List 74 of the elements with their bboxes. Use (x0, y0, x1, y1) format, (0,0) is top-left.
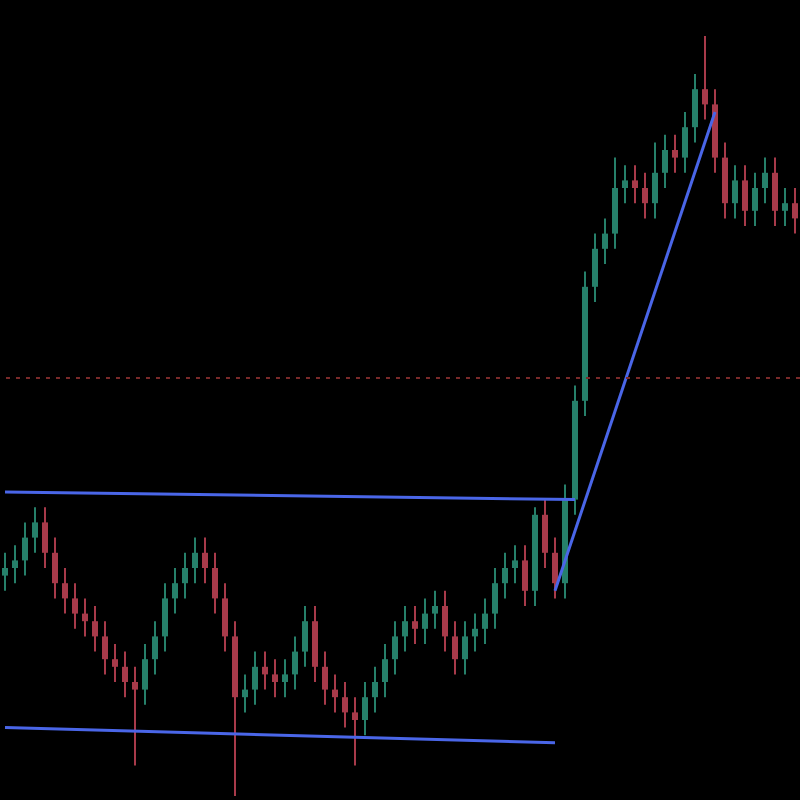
candlestick (652, 141, 658, 220)
candlestick (282, 658, 288, 699)
candlestick (72, 582, 78, 630)
candlestick (352, 696, 358, 767)
candlestick (342, 681, 348, 729)
candlestick (312, 605, 318, 683)
candlestick (682, 111, 688, 174)
candlestick (702, 35, 708, 121)
candlestick (442, 589, 448, 653)
candlestick (782, 187, 788, 227)
candlestick (272, 658, 278, 699)
candlestick (62, 567, 68, 615)
candlestick (372, 665, 378, 714)
candlestick (632, 164, 638, 205)
candlestick (82, 597, 88, 638)
candlestick (662, 133, 668, 189)
candlestick (32, 506, 38, 554)
candlestick (452, 620, 458, 676)
candlestick (392, 620, 398, 676)
candlestick (122, 650, 128, 699)
candlestick (332, 673, 338, 714)
candlestick (432, 589, 438, 630)
candlestick (482, 597, 488, 645)
candlestick (552, 536, 558, 600)
candlestick (612, 156, 618, 250)
candlestick (92, 605, 98, 653)
candlestick (182, 551, 188, 600)
candlestick (322, 650, 328, 706)
candlestick (542, 498, 548, 569)
candlestick (722, 141, 728, 220)
candlestick (412, 605, 418, 645)
candlestick (262, 650, 268, 691)
candlestick (402, 605, 408, 653)
candlestick (602, 217, 608, 265)
candlestick (212, 551, 218, 615)
candlestick (302, 605, 308, 668)
candlestick (292, 635, 298, 691)
candlestick (522, 544, 528, 607)
candlestick (692, 73, 698, 144)
candlestick (52, 536, 58, 600)
candlestick (252, 650, 258, 706)
candlestick (152, 620, 158, 676)
candlestick (22, 521, 28, 577)
candlestick (762, 156, 768, 205)
candlestick (672, 133, 678, 174)
candlestick (472, 612, 478, 653)
candlestick (192, 536, 198, 585)
candlestick (2, 551, 8, 592)
candlestick (222, 582, 228, 653)
candlestick (642, 171, 648, 220)
candlestick (12, 544, 18, 585)
candlestick (422, 597, 428, 645)
candlestick (202, 536, 208, 585)
candlestick (792, 187, 798, 235)
candlestick (162, 582, 168, 653)
candlestick (172, 567, 178, 615)
candlestick (502, 551, 508, 600)
candlestick (132, 665, 138, 767)
candlestick (102, 620, 108, 676)
candlestick (512, 544, 518, 585)
candlestick (772, 156, 778, 227)
candlestick (592, 232, 598, 303)
candlestick (362, 681, 368, 737)
candlestick (732, 164, 738, 220)
candlestick (462, 620, 468, 676)
candlestick (742, 164, 748, 227)
candlestick (112, 643, 118, 683)
candlestick (242, 673, 248, 714)
candlestick (382, 643, 388, 699)
candlestick (492, 567, 498, 630)
candlestick (142, 643, 148, 706)
candlestick (752, 171, 758, 227)
candlestick (42, 506, 48, 569)
candlestick (622, 164, 628, 205)
